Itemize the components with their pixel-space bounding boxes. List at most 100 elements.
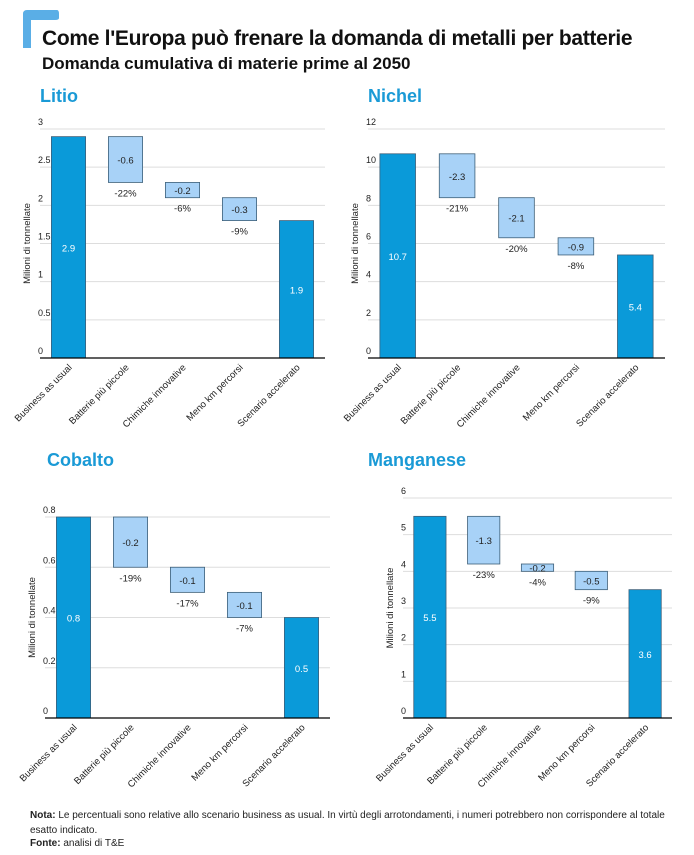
- source-text: analisi di T&E: [60, 838, 125, 849]
- value-label: -0.2: [529, 564, 545, 575]
- delta-bar: [108, 136, 144, 183]
- delta-bar: [438, 153, 476, 199]
- value-label: 0.8: [67, 614, 80, 625]
- y-tick-label: 0: [38, 346, 43, 356]
- note-text: Le percentuali sono relative allo scenar…: [30, 810, 665, 836]
- panel-title-manganese: Manganese: [368, 450, 467, 470]
- y-tick-label: 2: [38, 193, 43, 203]
- percent-label: -22%: [114, 188, 137, 199]
- brand-accent-mark: [23, 10, 59, 48]
- delta-bar: [169, 566, 205, 593]
- y-tick-label: 0: [366, 346, 371, 356]
- y-tick-label: 0.2: [43, 656, 56, 666]
- delta-bar: [498, 197, 535, 239]
- y-tick-label: 0.4: [43, 606, 56, 616]
- y-tick-label: 0.8: [43, 505, 56, 515]
- y-tick-label: 2: [401, 633, 406, 643]
- total-bar: [56, 516, 92, 719]
- percent-label: -21%: [446, 204, 469, 215]
- delta-bar: [113, 516, 149, 568]
- percent-label: -4%: [529, 577, 546, 588]
- delta-bar: [520, 563, 555, 572]
- y-axis-label: Milioni di tonnellate: [22, 203, 33, 284]
- value-label: 3.6: [638, 650, 651, 661]
- y-tick-label: 0.6: [43, 555, 56, 565]
- y-tick-label: 3: [38, 117, 43, 127]
- x-tick-label: Meno km percorsi: [184, 362, 245, 423]
- percent-label: -6%: [174, 204, 191, 215]
- y-tick-label: 6: [401, 486, 406, 496]
- value-label: -2.3: [449, 172, 465, 183]
- percent-label: -8%: [567, 261, 584, 272]
- delta-bar: [221, 197, 257, 221]
- footnote: Nota: Le percentuali sono relative allo …: [30, 808, 670, 838]
- x-tick-label: Meno km percorsi: [536, 722, 597, 783]
- percent-label: -17%: [176, 598, 199, 609]
- y-tick-label: 1: [38, 270, 43, 280]
- y-tick-label: 6: [366, 232, 371, 242]
- value-label: -0.6: [117, 156, 133, 167]
- percent-label: -23%: [473, 570, 496, 581]
- value-label: -1.3: [476, 536, 492, 547]
- percent-label: -9%: [231, 227, 248, 238]
- y-tick-label: 1.5: [38, 232, 51, 242]
- percent-label: -9%: [583, 596, 600, 607]
- y-axis-label: Milioni di tonnellate: [27, 577, 38, 658]
- x-tick-label: Scenario accelerato: [240, 722, 307, 789]
- value-label: -0.1: [179, 576, 195, 587]
- x-tick-label: Scenario accelerato: [235, 362, 302, 429]
- chart-subtitle: Domanda cumulativa di materie prime al 2…: [42, 54, 411, 73]
- total-bar: [283, 617, 319, 719]
- y-axis-label: Milioni di tonnellate: [385, 568, 396, 649]
- x-tick-label: Business as usual: [342, 362, 404, 424]
- y-tick-label: 12: [366, 117, 376, 127]
- note-label: Nota:: [30, 810, 56, 821]
- x-tick-label: Scenario accelerato: [574, 362, 641, 429]
- value-label: -0.1: [236, 601, 252, 612]
- y-tick-label: 0: [401, 706, 406, 716]
- panel-title-litio: Litio: [40, 86, 78, 106]
- x-tick-label: Business as usual: [18, 722, 80, 784]
- value-label: 0.5: [295, 664, 308, 675]
- x-tick-label: Chimiche innovative: [126, 722, 194, 790]
- y-tick-label: 8: [366, 193, 371, 203]
- value-label: -0.9: [568, 242, 584, 253]
- panel-title-cobalto: Cobalto: [47, 450, 114, 470]
- total-bar: [617, 254, 654, 359]
- y-tick-label: 10: [366, 155, 376, 165]
- total-bar: [628, 589, 662, 719]
- delta-bar: [557, 237, 595, 256]
- y-tick-label: 1: [401, 669, 406, 679]
- y-tick-label: 4: [401, 559, 406, 569]
- y-tick-label: 2: [366, 308, 371, 318]
- y-tick-label: 2.5: [38, 155, 51, 165]
- value-label: 2.9: [62, 243, 75, 254]
- y-tick-label: 0.5: [38, 308, 51, 318]
- x-tick-label: Meno km percorsi: [521, 362, 582, 423]
- source: Fonte: analisi di T&E: [30, 838, 124, 849]
- delta-bar: [164, 182, 200, 199]
- panel-title-nichel: Nichel: [368, 86, 423, 106]
- y-axis-label: Milioni di tonnellate: [350, 203, 361, 284]
- delta-bar: [226, 591, 262, 618]
- source-label: Fonte:: [30, 838, 61, 849]
- chart-title: Come l'Europa può frenare la domanda di …: [42, 27, 633, 50]
- value-label: -0.2: [174, 186, 190, 197]
- total-bar: [413, 515, 447, 719]
- delta-bar: [574, 570, 608, 591]
- percent-label: -19%: [119, 573, 142, 584]
- value-label: 1.9: [290, 285, 303, 296]
- y-tick-label: 5: [401, 523, 406, 533]
- y-tick-label: 3: [401, 596, 406, 606]
- percent-label: -7%: [236, 624, 253, 635]
- percent-label: -20%: [505, 244, 528, 255]
- value-label: -0.2: [122, 538, 138, 549]
- x-tick-label: Batterie più piccole: [72, 722, 137, 787]
- y-tick-label: 4: [366, 270, 371, 280]
- x-tick-label: Business as usual: [374, 722, 436, 784]
- total-bar: [278, 220, 314, 359]
- value-label: 5.4: [629, 302, 642, 313]
- value-label: -0.3: [231, 205, 247, 216]
- value-label: 5.5: [423, 613, 436, 624]
